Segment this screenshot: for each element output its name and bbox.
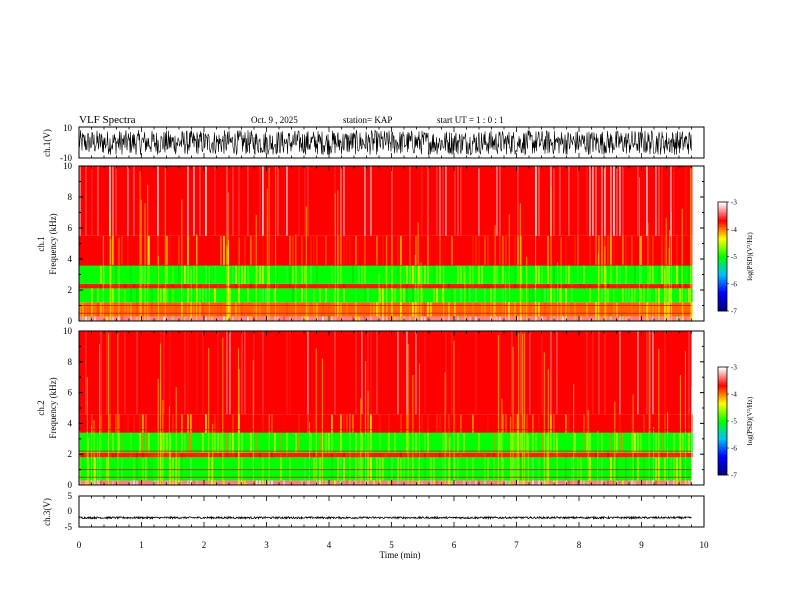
x-tick-label-9: 9 (639, 540, 644, 550)
ch2-spectrogram-ylabel-frequency: Frequency (kHz) (48, 377, 58, 438)
ch3-waveform-line (78, 515, 692, 521)
ch2-spectrogram-band-3 (79, 432, 692, 453)
ch1-colorbar-tick--7: -7 (731, 308, 737, 316)
ch1-colorbar-tick--5: -5 (731, 253, 737, 261)
ch3-waveform-ylabel: ch.3(V) (42, 498, 52, 526)
x-axis-tick-labels: 0 1 2 3 4 5 6 7 8 9 10 (77, 540, 709, 550)
ch2-spectrogram-band-0 (79, 480, 692, 485)
ch1-colorbar-tick--6: -6 (731, 280, 737, 288)
x-tick-label-7: 7 (514, 540, 519, 550)
ch1-spectrogram-ytick-4: 4 (68, 254, 73, 264)
ch2-spectrogram-band-5 (79, 331, 692, 415)
ch2-spectrogram-ytick-6: 6 (68, 388, 73, 398)
ch1-spectrogram-band-0 (79, 316, 692, 321)
ch2-spectrogram-ytick-8: 8 (68, 357, 73, 367)
station-label: station= KAP (343, 115, 392, 125)
ch1-colorbar-label: log(PSD)(V²/Hz) (746, 232, 754, 281)
ch2-spectrogram-ylabel-channel: ch.2 (36, 400, 46, 415)
ch3-ytick-bottom: -5 (65, 522, 73, 532)
x-tick-label-0: 0 (77, 540, 82, 550)
ch2-spectrogram-ytick-2: 2 (68, 449, 73, 459)
ch2-spectrogram-ytick-10: 10 (63, 326, 73, 336)
ch2-colorbar-tick--4: -4 (731, 391, 737, 399)
x-tick-label-10: 10 (700, 540, 710, 550)
x-tick-label-4: 4 (327, 540, 332, 550)
ch1-spectrogram-ytick-6: 6 (68, 223, 73, 233)
ch2-spectrogram-ytick-4: 4 (68, 418, 73, 428)
x-axis-ticks (78, 127, 705, 527)
date-label: Oct. 9 , 2025 (251, 115, 298, 125)
ch1-ytick-bottom: -10 (60, 153, 72, 163)
ch1-spectrogram-band-3 (79, 283, 692, 289)
ch2-colorbar-tick--7: -7 (731, 472, 737, 480)
ch1-colorbar-tick--3: -3 (731, 199, 737, 207)
ch2-spectrogram-ytick-0: 0 (68, 480, 73, 490)
ch1-spectrogram-band-6 (79, 166, 692, 236)
ch1-colorbar: -3 -4 -5 -6 -7 log(PSD)(V²/Hz) (717, 199, 754, 316)
ch1-spectrogram-panel: 0 2 4 6 8 10 ch.1 Frequency (kHz) -3 -4 -5 -6 -7 l… (36, 161, 754, 326)
ch1-spectrogram-image (79, 166, 693, 321)
ch1-spectrogram-ylabel-channel: ch.1 (36, 236, 46, 251)
ch1-waveform-trace (78, 129, 692, 156)
ch1-spectrogram-ytick-10: 10 (63, 161, 73, 171)
ch1-waveform-line (78, 129, 692, 156)
ch1-spectrogram-ylabel-frequency: Frequency (kHz) (48, 213, 58, 274)
ch3-waveform-trace (78, 515, 692, 521)
ch2-colorbar-tick--5: -5 (731, 418, 737, 426)
x-tick-label-2: 2 (202, 540, 207, 550)
ch1-spectrogram-ytick-8: 8 (68, 192, 73, 202)
figure-title: VLF Spectra (79, 114, 136, 126)
ch2-colorbar: -3 -4 -5 -6 -7 log(PSD)(V²/Hz) (717, 364, 754, 480)
ch2-colorbar-tick--6: -6 (731, 445, 737, 453)
ch3-ytick-middle: 0 (68, 506, 73, 516)
x-tick-label-1: 1 (139, 540, 144, 550)
ch2-colorbar-tick--3: -3 (731, 364, 737, 372)
x-tick-label-8: 8 (577, 540, 582, 550)
ch1-colorbar-tick--4: -4 (731, 226, 737, 234)
ch1-ytick-top: 10 (63, 123, 73, 133)
x-tick-label-5: 5 (389, 540, 394, 550)
ch1-waveform-ylabel: ch.1(V) (42, 129, 52, 157)
ch1-spectrogram-band-2 (79, 288, 692, 303)
ch2-spectrogram-image (79, 331, 693, 485)
ch2-colorbar-label: log(PSD)(V²/Hz) (746, 396, 754, 445)
x-tick-label-6: 6 (452, 540, 457, 550)
ch2-spectrogram-band-1 (79, 457, 692, 481)
ch1-spectrogram-ytick-0: 0 (68, 316, 73, 326)
ch2-spectrogram-panel: 0 2 4 6 8 10 ch.2 Frequency (kHz) -3 -4 -5 -6 -7 l… (36, 326, 754, 490)
start-time-label: start UT = 1 : 0 : 1 (437, 115, 504, 125)
x-tick-label-3: 3 (264, 540, 269, 550)
ch1-spectrogram-ytick-2: 2 (68, 285, 73, 295)
x-axis-label: Time (min) (380, 550, 421, 560)
ch3-ytick-top: 5 (68, 491, 73, 501)
